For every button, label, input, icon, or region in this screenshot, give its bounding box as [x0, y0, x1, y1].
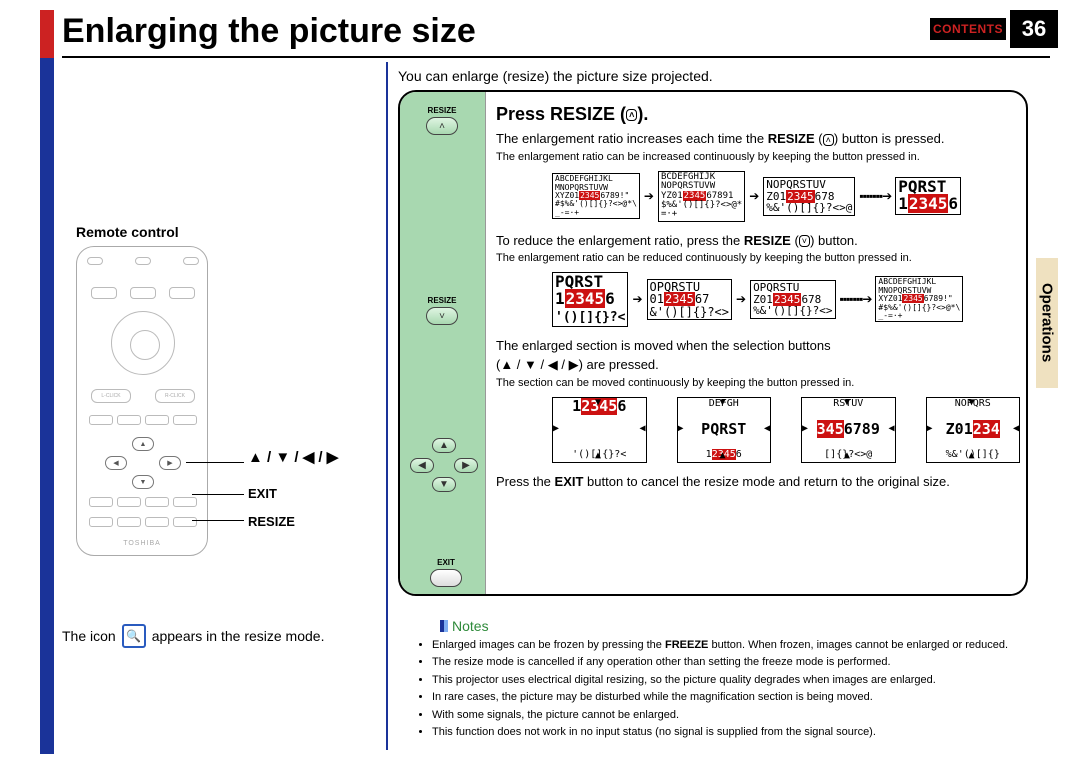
- remote-dpad: ▲▼ ◀▶: [105, 437, 181, 489]
- chevron-down-icon: ˅: [426, 307, 458, 325]
- zoom-sample-1: ABCDEFGHIJKL MNOPQRSTUVW XYZ0123456789!"…: [552, 173, 640, 219]
- leader-line-3: [192, 520, 244, 521]
- reduce-desc: To reduce the enlargement ratio, press t…: [496, 232, 1020, 250]
- label-exit: EXIT: [248, 486, 277, 501]
- resize-icon-note: The icon 🔍 appears in the resize mode.: [62, 624, 324, 648]
- ellipsis-icon: ▪▪▪▪▪▪▪➔: [859, 188, 891, 204]
- page-title: Enlarging the picture size: [62, 12, 476, 51]
- notes-heading: Notes: [440, 618, 489, 634]
- icon-note-pre: The icon: [62, 628, 116, 644]
- move-3: ▼▲▶◀ RSTUV 3456789 []{}?<>@: [801, 397, 896, 463]
- page-root: Enlarging the picture size CONTENTS 36 O…: [0, 0, 1080, 764]
- note-6: This function does not work in no input …: [432, 725, 1030, 740]
- move-sub: The section can be moved continuously by…: [496, 376, 1020, 391]
- zoom-out-4: ABCDEFGHIJKL MNOPQRSTUVW XYZ0123456789!"…: [875, 276, 963, 322]
- dpad-cluster-icon: ▲▼ ◀▶: [410, 438, 478, 492]
- contents-button[interactable]: CONTENTS: [930, 18, 1006, 40]
- resize-down-button-icon: RESIZE ˅: [426, 296, 458, 325]
- zoom-sample-2: BCDEFGHIJK NOPQRSTUVW YZ01234567891 $%&'…: [658, 171, 745, 222]
- remote-rclick: R-CLICK: [155, 389, 195, 403]
- page-number: 36: [1010, 10, 1058, 48]
- enlarge-sub: The enlargement ratio can be increased c…: [496, 150, 1020, 165]
- move-sequence: ▼▲▶◀ 123456 '()[]{}?< ▼▲▶◀ DEFGH PQRST 1…: [552, 397, 1020, 463]
- section-tab[interactable]: Operations: [1036, 258, 1058, 388]
- reduce-sub: The enlargement ratio can be reduced con…: [496, 251, 1020, 266]
- zoom-out-1: PQRST 123456 '()[]{}?<: [552, 272, 628, 326]
- zoom-out-3: OPQRSTU Z012345678 %&'()[]{}?<>: [750, 280, 835, 319]
- remote-lclick: L-CLICK: [91, 389, 131, 403]
- zoom-sample-3: NOPQRSTUV Z012345678 %&'()[]{}?<>@: [763, 177, 855, 216]
- instruction-panel: RESIZE ˄ RESIZE ˅ ▲▼ ◀▶ EXIT Press RESIZ…: [398, 90, 1028, 596]
- zoom-out-sequence: PQRST 123456 '()[]{}?< ➔ OPQRSTU 0123456…: [552, 272, 1020, 326]
- label-resize: RESIZE: [248, 514, 295, 529]
- note-4: In rare cases, the picture may be distur…: [432, 690, 1030, 705]
- remote-control-heading: Remote control: [76, 224, 179, 240]
- instruction-content: Press RESIZE (˄). The enlargement ratio …: [496, 102, 1020, 492]
- zoom-sample-4: PQRST 123456: [895, 177, 961, 215]
- press-resize-heading: Press RESIZE (˄).: [496, 102, 1020, 126]
- chevron-up-icon: ˄: [426, 117, 458, 135]
- note-1: Enlarged images can be frozen by pressin…: [432, 638, 1030, 653]
- column-rule: [386, 62, 388, 750]
- leader-line-2: [192, 494, 244, 495]
- section-tab-label: Operations: [1039, 283, 1056, 362]
- icon-note-post: appears in the resize mode.: [152, 628, 325, 644]
- intro-text: You can enlarge (resize) the picture siz…: [398, 68, 713, 84]
- move-4: ▼▲▶◀ NOPQRS Z01234 %&'()[]{}: [926, 397, 1021, 463]
- zoom-in-sequence: ABCDEFGHIJKL MNOPQRSTUVW XYZ0123456789!"…: [552, 171, 1020, 222]
- exit-desc: Press the EXIT button to cancel the resi…: [496, 473, 1020, 491]
- remote-row-b: [87, 497, 199, 511]
- accent-bar: [40, 10, 54, 754]
- button-band: [400, 92, 486, 594]
- enlarge-desc: The enlargement ratio increases each tim…: [496, 130, 1020, 148]
- resize-up-button-icon: RESIZE ˄: [426, 106, 458, 135]
- move-1: ▼▲▶◀ 123456 '()[]{}?<: [552, 397, 647, 463]
- remote-brand: TOSHIBA: [77, 540, 207, 547]
- remote-row-a: [87, 415, 199, 429]
- note-2: The resize mode is cancelled if any oper…: [432, 655, 1030, 670]
- move-2: ▼▲▶◀ DEFGH PQRST 123456: [677, 397, 772, 463]
- move-desc-1: The enlarged section is moved when the s…: [496, 337, 1020, 355]
- note-3: This projector uses electrical digital r…: [432, 673, 1030, 688]
- caret-up-icon: ˄: [626, 109, 637, 121]
- zoom-out-2: OPQRSTU 01234567 &'()[]{}?<>: [647, 279, 732, 321]
- leader-line-1: [186, 462, 244, 463]
- notes-list: Enlarged images can be frozen by pressin…: [420, 638, 1030, 742]
- remote-row-c: [87, 517, 199, 531]
- exit-button-icon: EXIT: [430, 558, 462, 587]
- remote-control-diagram: L-CLICK R-CLICK ▲▼ ◀▶ TOSHIBA: [76, 246, 208, 556]
- magnifier-icon: 🔍: [122, 624, 146, 648]
- note-5: With some signals, the picture cannot be…: [432, 708, 1030, 723]
- remote-nav-pad: [111, 311, 175, 375]
- arrow-right-icon: ➔: [644, 188, 654, 204]
- title-rule: [62, 56, 1050, 58]
- move-desc-2: (▲ / ▼ / ◀ / ▶) are pressed.: [496, 356, 1020, 374]
- contents-button-label: CONTENTS: [933, 22, 1003, 36]
- label-directional: ▲ / ▼ / ◀ / ▶: [248, 448, 338, 466]
